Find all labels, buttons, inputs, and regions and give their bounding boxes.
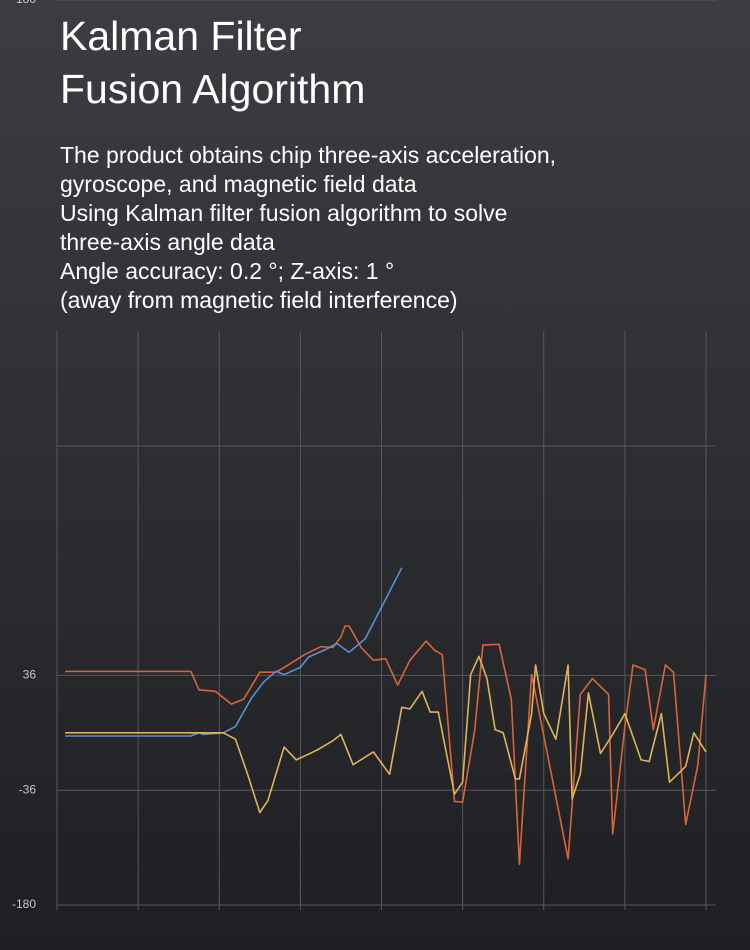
title-line: Fusion Algorithm bbox=[60, 66, 365, 112]
y-tick-label: -36 bbox=[19, 782, 37, 796]
series-line bbox=[65, 567, 403, 737]
series-line bbox=[65, 655, 707, 814]
y-tick-label: 36 bbox=[23, 668, 37, 682]
series-line bbox=[65, 625, 707, 866]
description-line: gyroscope, and magnetic field data bbox=[60, 171, 417, 197]
description-line: The product obtains chip three-axis acce… bbox=[60, 142, 556, 168]
description-line: Angle accuracy: 0.2 °; Z-axis: 1 ° bbox=[60, 258, 394, 284]
description-line: three-axis angle data bbox=[60, 229, 275, 255]
y-tick-label: 180 bbox=[16, 0, 36, 6]
title-line: Kalman Filter bbox=[60, 13, 302, 59]
description-line: Using Kalman filter fusion algorithm to … bbox=[60, 200, 507, 226]
y-tick-label: -180 bbox=[12, 897, 36, 911]
description-line: (away from magnetic field interference) bbox=[60, 287, 458, 313]
